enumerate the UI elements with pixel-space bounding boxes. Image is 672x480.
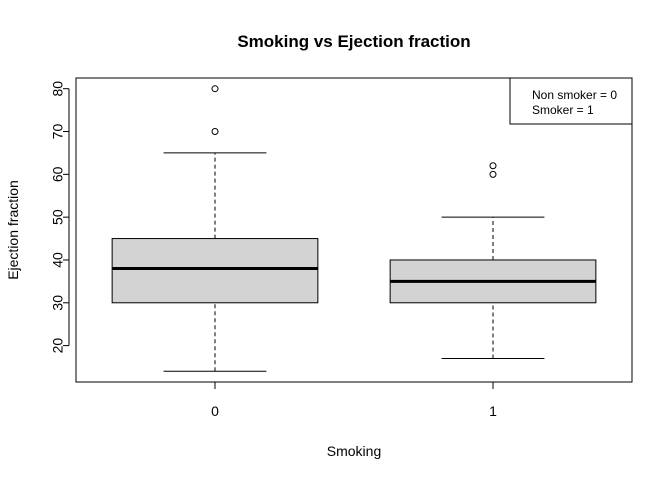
y-axis-label: Ejection fraction xyxy=(5,180,21,280)
chart-title: Smoking vs Ejection fraction xyxy=(237,32,470,51)
legend: Non smoker = 0 Smoker = 1 xyxy=(509,77,633,125)
y-tick-label: 60 xyxy=(50,166,66,182)
outlier-point xyxy=(211,128,219,136)
y-tick-label: 70 xyxy=(50,124,66,140)
legend-entry-non-smoker: Non smoker = 0 xyxy=(532,88,617,102)
y-tick-label: 20 xyxy=(50,338,66,354)
boxes-group xyxy=(111,85,597,372)
y-axis: 20 30 40 50 60 70 80 xyxy=(50,81,70,354)
x-tick-label: 0 xyxy=(211,403,219,419)
y-tick-label: 40 xyxy=(50,252,66,268)
x-tick-label: 1 xyxy=(489,403,497,419)
outlier-point xyxy=(489,170,497,178)
x-axis-label: Smoking xyxy=(327,443,381,459)
legend-entry-smoker: Smoker = 1 xyxy=(532,103,594,117)
y-tick-label: 80 xyxy=(50,81,66,97)
y-tick-label: 50 xyxy=(50,209,66,225)
box-group-1 xyxy=(389,162,597,359)
outlier-point xyxy=(489,162,497,170)
legend-box xyxy=(509,77,633,125)
y-tick-label: 30 xyxy=(50,295,66,311)
outlier-point xyxy=(211,85,219,93)
box-group-0 xyxy=(111,85,319,372)
iqr-box xyxy=(111,238,319,304)
